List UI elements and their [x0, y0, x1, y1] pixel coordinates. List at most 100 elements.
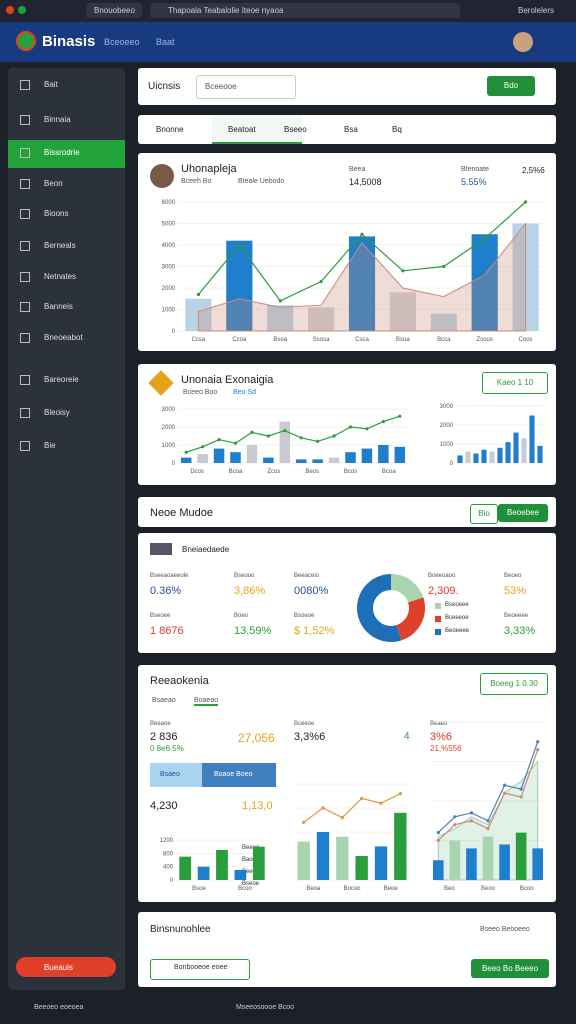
- point: [536, 748, 540, 752]
- button[interactable]: Beeo Bo Beeeo: [471, 959, 549, 978]
- point: [217, 438, 221, 442]
- sidebar-item[interactable]: Bareoreie: [44, 375, 79, 384]
- input[interactable]: [150, 959, 250, 980]
- tab[interactable]: Bsa: [344, 125, 358, 134]
- address[interactable]: Thapoala Teabalolie Iteoe nyaoa: [168, 6, 284, 15]
- news-panel: Bneiaedaede Bseeaoaeeole 0.36% Bseooo 3,86%…: [138, 533, 556, 653]
- app-title: Binasis: [42, 33, 96, 50]
- status-text: Mseeosoooe Bcoo: [236, 1004, 294, 1011]
- bar: [515, 832, 527, 880]
- point: [233, 441, 238, 445]
- sidebar-item[interactable]: Binnaia: [44, 115, 71, 124]
- stat-label: Bseeaoaeeole: [150, 573, 189, 579]
- sidebar-item[interactable]: Bneoeabot: [44, 333, 83, 342]
- bar: [481, 449, 487, 463]
- bar: [505, 442, 511, 463]
- stat-value: 3,86%: [234, 585, 266, 597]
- name: Uhonapleja: [181, 163, 237, 175]
- avatar[interactable]: [513, 32, 533, 52]
- tab[interactable]: Boaeao: [194, 697, 219, 706]
- input-text[interactable]: Bceeooe: [205, 82, 237, 91]
- point: [196, 292, 201, 297]
- sidebar-item[interactable]: Bie: [44, 441, 56, 450]
- x-tick-label: Bcoa: [382, 469, 396, 475]
- bar-segment: [150, 763, 202, 787]
- point: [283, 429, 287, 433]
- tab-label[interactable]: Bnouobeeo: [94, 6, 135, 15]
- nav-link[interactable]: Baat: [156, 37, 175, 47]
- sidebar-item[interactable]: Banneis: [44, 302, 73, 311]
- panel-title: Reeaokenia: [150, 675, 209, 687]
- sidebar-item[interactable]: Netnates: [44, 272, 77, 281]
- stat-label: Btenoate: [461, 166, 490, 173]
- stat-value: 3%6: [430, 731, 453, 743]
- button[interactable]: Bdo: [487, 76, 535, 96]
- point: [365, 427, 369, 431]
- bar: [489, 451, 495, 463]
- x-tick-label: Bocoo: [343, 886, 361, 892]
- tab[interactable]: [86, 3, 142, 18]
- sidebar-item[interactable]: Bait: [44, 80, 58, 89]
- donut-segment: [357, 574, 402, 642]
- profile[interactable]: Berolelers: [518, 6, 555, 15]
- button[interactable]: Kaeo 1 10: [482, 372, 548, 394]
- bar: [295, 459, 307, 463]
- bar: [308, 307, 335, 331]
- y-tick-label: 6000: [162, 200, 176, 206]
- x-tick-label: Beo: [444, 886, 455, 892]
- alert[interactable]: [16, 957, 116, 977]
- bar: [499, 844, 510, 880]
- tab[interactable]: Bq: [392, 125, 402, 134]
- bar: [529, 415, 535, 463]
- stat-value: 3,33%: [504, 625, 536, 637]
- sidebar-item[interactable]: Berneals: [44, 241, 76, 250]
- tab[interactable]: Bsaeao: [152, 697, 176, 704]
- icon: [150, 543, 172, 555]
- sidebar-item[interactable]: Bleoisy: [44, 408, 70, 417]
- button[interactable]: Beoebee: [498, 504, 548, 522]
- chart: Beo Beoo Bcoo: [430, 721, 546, 892]
- button[interactable]: Bio: [470, 504, 498, 524]
- x-tick-label: Bcoa: [229, 469, 243, 475]
- toolbar-label: Uicnsis: [148, 81, 181, 92]
- chart: 0 1000 2000 3000: [440, 404, 544, 467]
- stat-label: Bceeoe: [294, 721, 315, 727]
- point: [469, 811, 474, 815]
- sidebar-item[interactable]: Bioons: [44, 209, 69, 218]
- point: [398, 792, 402, 796]
- y-tick-label: 800: [163, 851, 174, 857]
- tab[interactable]: Bseeo: [284, 125, 307, 134]
- icon: [20, 375, 30, 385]
- stat-label: Beea: [349, 166, 366, 173]
- input-text[interactable]: Bonbooeoe eoee: [174, 964, 228, 971]
- line: [303, 793, 401, 823]
- button[interactable]: Boeeg 1 0.30: [480, 673, 548, 695]
- link[interactable]: Bseeo Beooeeo: [480, 926, 530, 933]
- stat-label: Beeaoe: [150, 721, 171, 727]
- address-bar[interactable]: [150, 3, 460, 18]
- tab[interactable]: Bnonne: [156, 125, 184, 134]
- legend: Bseoeee: [445, 602, 469, 608]
- sidebar-item[interactable]: Bissrodrie: [44, 148, 80, 157]
- bar-label: Boaoe Boeo: [214, 771, 253, 778]
- tab[interactable]: Beatoat: [228, 125, 256, 134]
- point: [469, 819, 474, 823]
- point: [321, 806, 325, 810]
- stat-label: Boeo: [234, 613, 249, 619]
- nav-link[interactable]: Bceoeeo: [104, 37, 140, 47]
- icon: [20, 209, 30, 219]
- point: [332, 434, 336, 438]
- chart: Beoa Bocoo Beoe: [294, 783, 410, 892]
- point: [360, 232, 364, 236]
- icon: [20, 302, 30, 312]
- y-tick-label: 2000: [162, 425, 176, 431]
- status-text: Beeoeo eoeoea: [34, 1004, 84, 1011]
- status-bar: Beeoeo eoeoea Mseeosoooe Bcoo: [0, 995, 576, 1024]
- sidebar-item[interactable]: Beon: [44, 179, 63, 188]
- stat-label: Beoeo: [504, 573, 522, 579]
- alert-label[interactable]: Bueauis: [44, 963, 73, 972]
- input[interactable]: [196, 75, 296, 99]
- bar-segment: [202, 763, 276, 787]
- point: [436, 831, 440, 835]
- stat-accent: 27,056: [238, 731, 275, 745]
